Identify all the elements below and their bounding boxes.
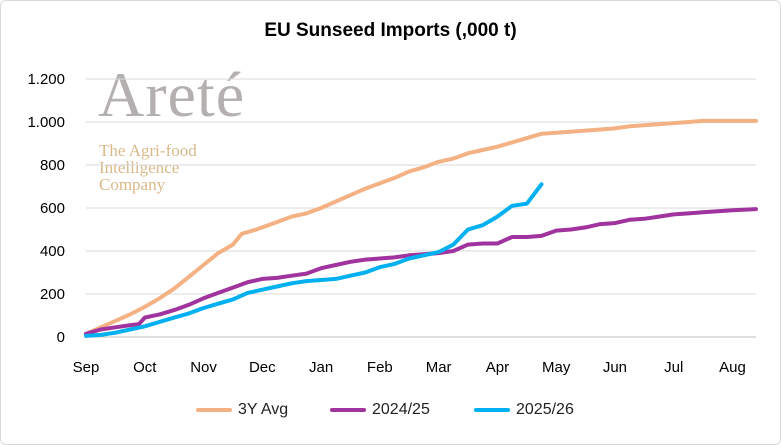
y-axis-ticks: 0 200 400 600 800 1.000 1.200 (27, 71, 65, 346)
x-tick-label: Jul (664, 359, 683, 376)
legend-item-2024-25: 2024/25 (330, 398, 430, 422)
watermark-tagline-1: The Agri-food (99, 141, 197, 160)
x-tick-label: May (542, 359, 571, 376)
watermark-tagline-3: Company (99, 175, 166, 194)
watermark-tagline-2: Intelligence (99, 158, 180, 177)
x-tick-label: Dec (249, 359, 276, 376)
y-tick-label: 1.000 (27, 114, 65, 131)
x-tick-label: Apr (486, 359, 509, 376)
x-tick-label: Oct (133, 359, 157, 376)
legend-label-2025-26: 2025/26 (516, 401, 574, 418)
series-lines (84, 118, 758, 338)
series-line-2025-26 (84, 182, 544, 338)
y-tick-label: 0 (57, 329, 65, 346)
legend: 3Y Avg 2024/25 2025/26 (0, 398, 781, 422)
y-tick-label: 400 (40, 243, 65, 260)
y-tick-label: 800 (40, 157, 65, 174)
x-tick-label: Aug (719, 359, 746, 376)
legend-label-2024-25: 2024/25 (372, 401, 430, 418)
chart-title: EU Sunseed Imports (,000 t) (264, 20, 517, 41)
y-tick-label: 200 (40, 286, 65, 303)
legend-swatch-2025-26 (474, 408, 510, 412)
x-tick-label: Jun (603, 359, 627, 376)
gridlines (86, 78, 756, 338)
legend-swatch-2024-25 (330, 408, 366, 412)
x-tick-label: Mar (426, 359, 452, 376)
legend-swatch-3y-avg (196, 408, 232, 412)
series-line-3y-avg (84, 118, 758, 336)
y-tick-label: 600 (40, 200, 65, 217)
x-tick-label: Nov (190, 359, 217, 376)
x-tick-label: Sep (73, 359, 100, 376)
x-tick-label: Feb (367, 359, 393, 376)
series-line-2024-25 (84, 207, 758, 336)
legend-item-3y-avg: 3Y Avg (196, 398, 288, 422)
y-tick-label: 1.200 (27, 71, 65, 88)
x-axis-ticks: Sep Oct Nov Dec Jan Feb Mar Apr May Jun Jul Aug (73, 359, 746, 376)
x-tick-label: Jan (309, 359, 333, 376)
watermark-logo: Areté (98, 59, 246, 130)
legend-item-2025-26: 2025/26 (474, 398, 574, 422)
legend-label-3y-avg: 3Y Avg (238, 401, 289, 418)
